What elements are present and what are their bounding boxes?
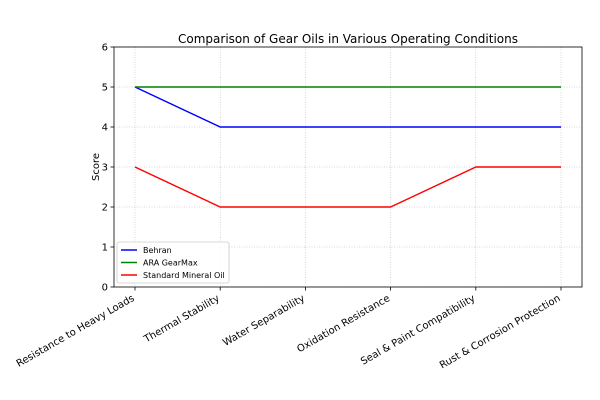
x-tick-label: Thermal Stability: [141, 293, 221, 346]
chart-title: Comparison of Gear Oils in Various Opera…: [178, 32, 518, 46]
y-tick-label: 4: [102, 123, 108, 134]
legend-label: ARA GearMax: [143, 259, 198, 268]
x-tick-label: Water Separability: [221, 293, 307, 349]
y-axis-label: Score: [91, 153, 102, 181]
legend-box: [116, 241, 230, 284]
y-tick-label: 6: [102, 43, 108, 54]
y-tick-label: 0: [102, 283, 108, 294]
y-tick-label: 5: [102, 83, 108, 94]
series-line-2: [134, 166, 561, 208]
y-tick-label: 2: [102, 203, 108, 214]
y-axis: 0 1 2 3 4 5 6: [102, 43, 114, 294]
y-tick-label: 1: [102, 243, 108, 254]
legend-label: Standard Mineral Oil: [143, 271, 225, 280]
x-tick-label: Resistance to Heavy Loads: [15, 293, 137, 370]
x-axis: Resistance to Heavy Loads Thermal Stabili…: [15, 287, 563, 371]
legend-label: Behran: [143, 246, 172, 255]
y-tick-label: 3: [102, 163, 108, 174]
x-tick-label: Oxidation Resistance: [295, 293, 392, 355]
series-line-0: [134, 86, 561, 128]
series-layer: [134, 86, 561, 208]
legend: Behran ARA GearMax Standard Mineral Oil: [116, 241, 230, 284]
